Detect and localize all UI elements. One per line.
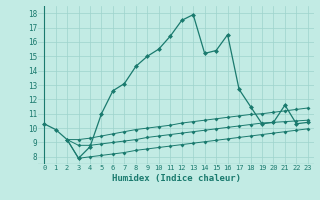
X-axis label: Humidex (Indice chaleur): Humidex (Indice chaleur) [111, 174, 241, 183]
